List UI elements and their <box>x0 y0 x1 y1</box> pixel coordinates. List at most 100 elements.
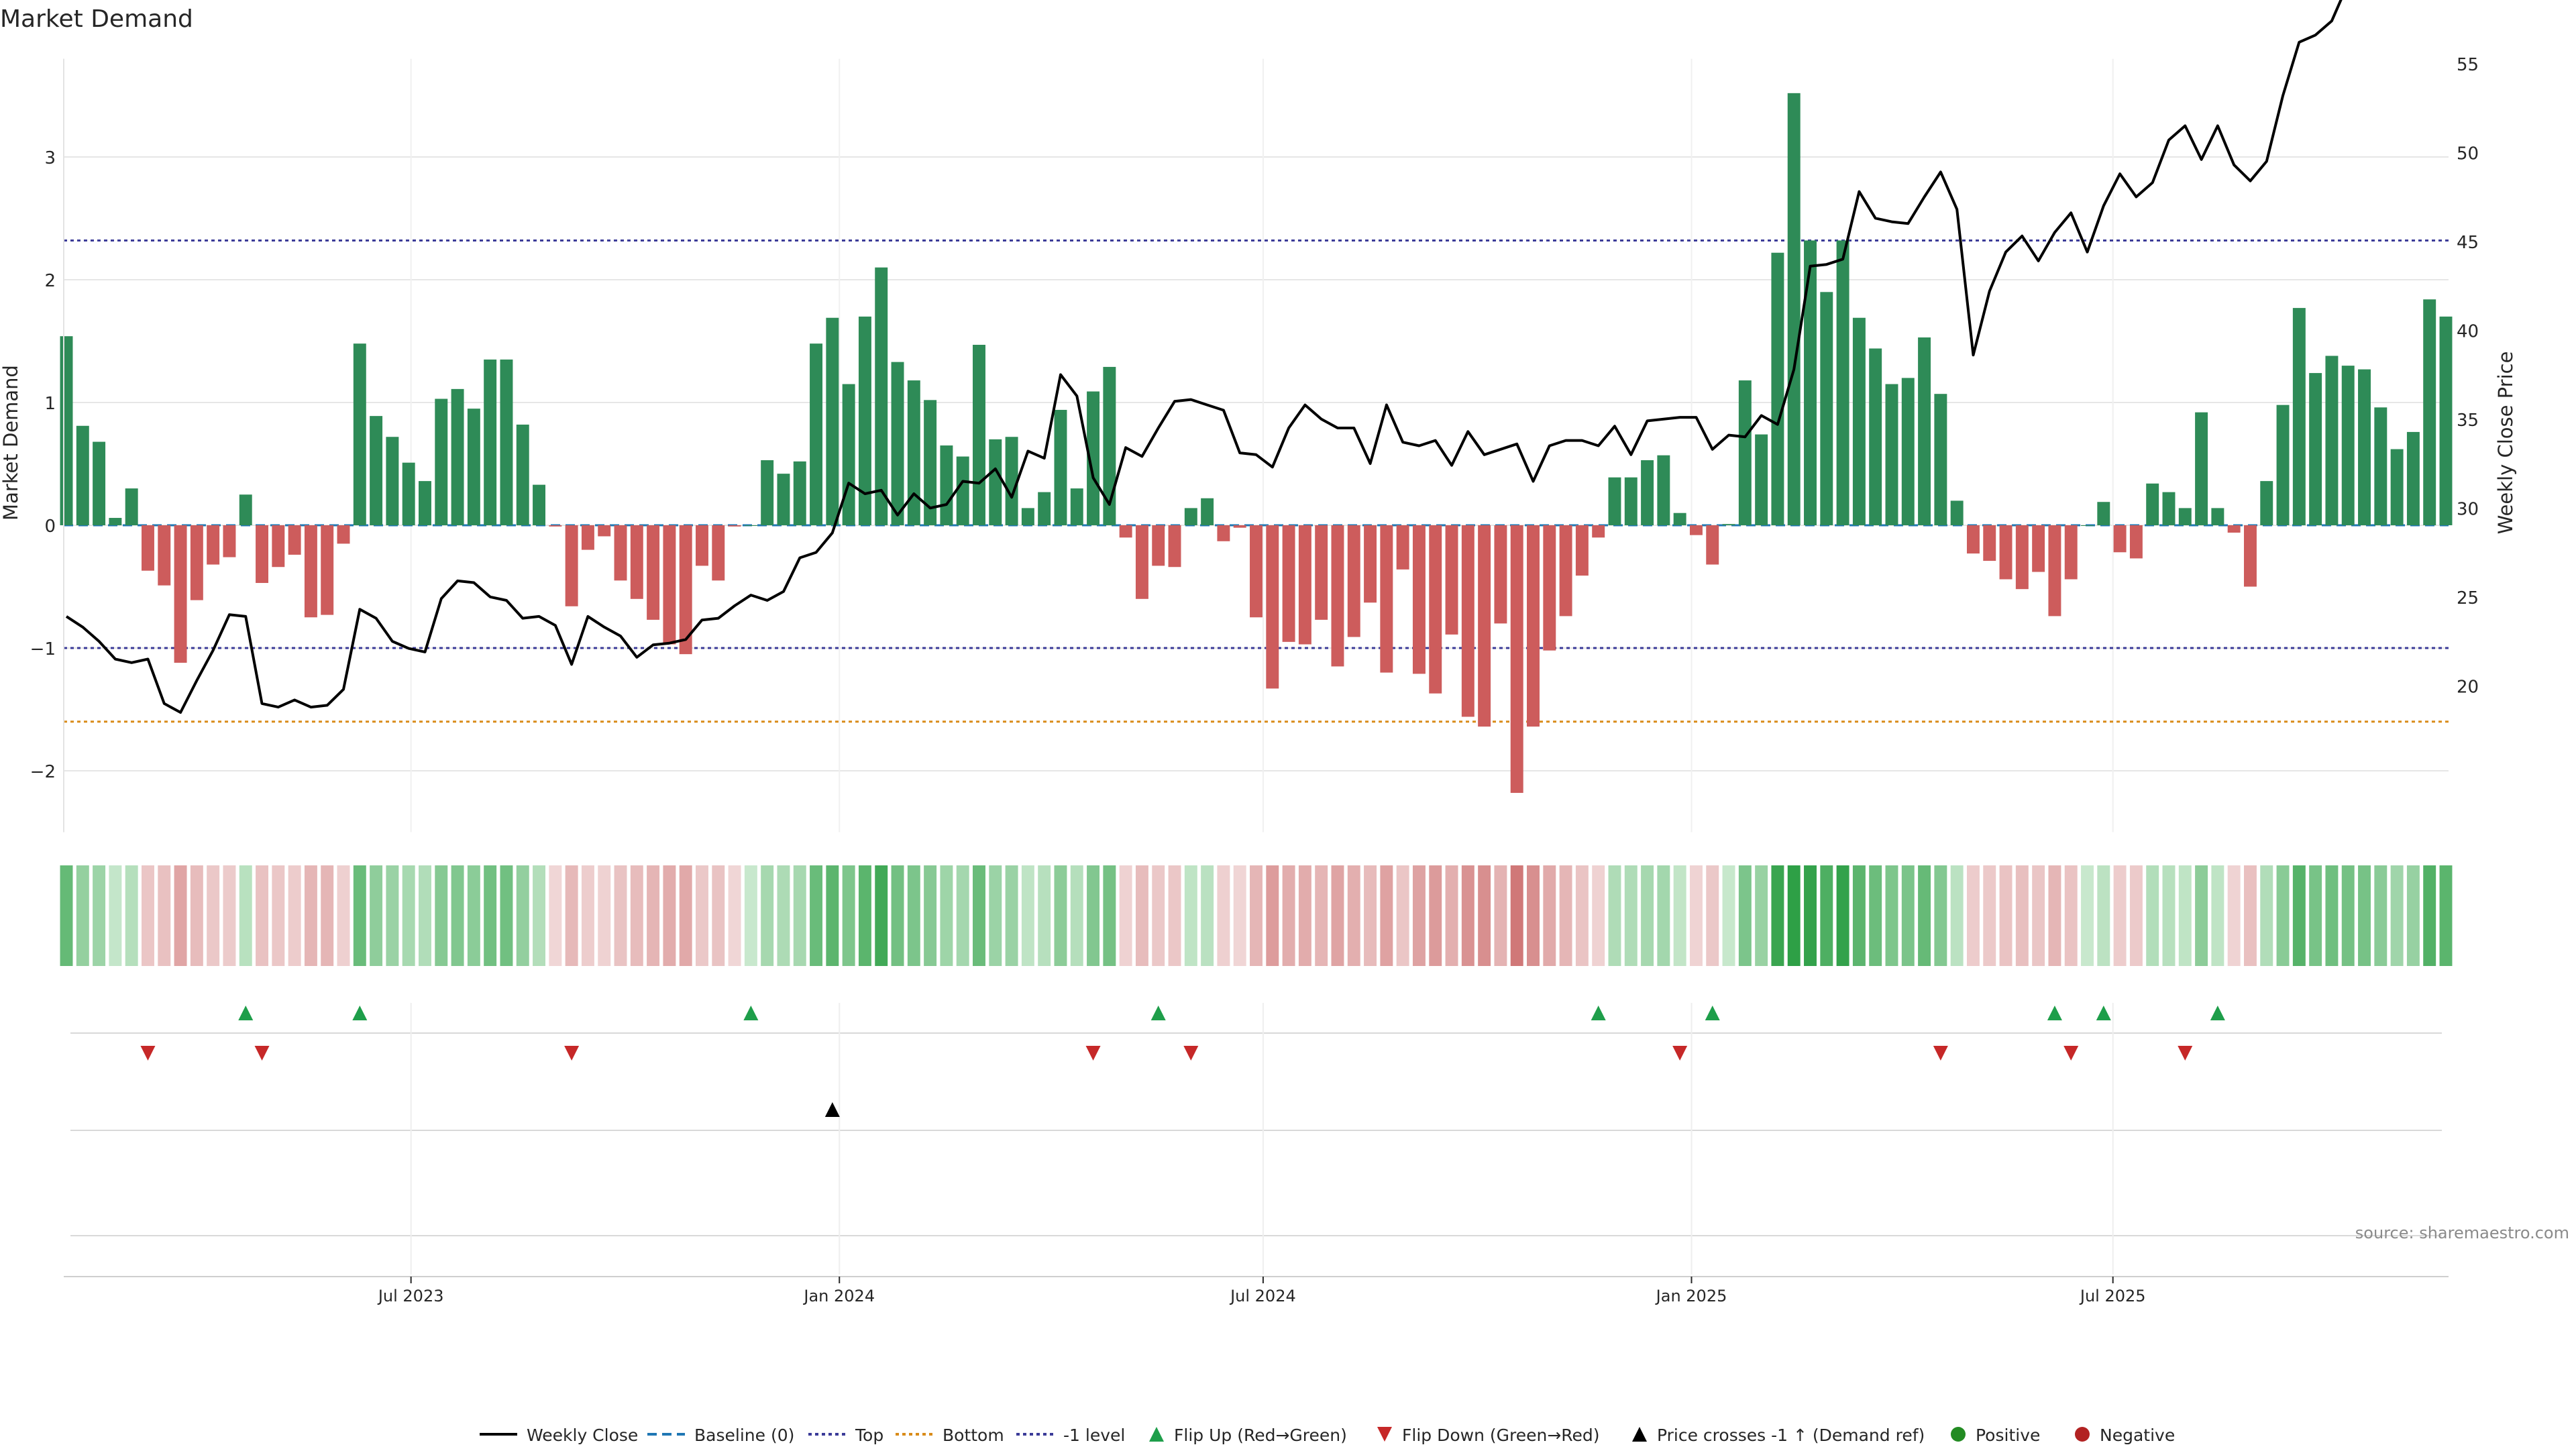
demand-bar <box>565 525 578 606</box>
heat-cell <box>2048 865 2061 966</box>
demand-bar <box>1347 525 1360 637</box>
demand-bar <box>207 525 220 565</box>
heat-cell <box>1673 865 1686 966</box>
heat-cell <box>190 865 203 966</box>
flip-down-marker <box>2063 1046 2079 1061</box>
heat-cell <box>712 865 725 966</box>
demand-bar <box>1005 437 1018 525</box>
heat-cell <box>239 865 252 966</box>
heat-cell <box>549 865 562 966</box>
heat-cell <box>630 865 643 966</box>
demand-bar <box>1787 93 1801 526</box>
heat-cell <box>337 865 350 966</box>
heat-cell <box>1347 865 1360 966</box>
x-tick-label: Jan 2025 <box>1655 1287 1727 1305</box>
heat-cell <box>2032 865 2045 966</box>
demand-bar <box>875 267 888 525</box>
heat-cell <box>451 865 464 966</box>
demand-bar <box>1592 525 1605 538</box>
right-tick-label: 20 <box>2457 677 2479 697</box>
heat-cell <box>2406 865 2420 966</box>
grid-lines <box>64 58 2449 833</box>
heat-cell <box>1429 865 1442 966</box>
demand-bar <box>256 525 269 584</box>
demand-bar <box>810 343 823 525</box>
heat-cell <box>1331 865 1344 966</box>
demand-heat-strip <box>60 865 2453 966</box>
demand-bar <box>598 525 611 537</box>
heat-cell <box>1184 865 1197 966</box>
heat-cell <box>370 865 383 966</box>
heat-cell <box>647 865 660 966</box>
demand-bar <box>2195 412 2208 525</box>
demand-bar <box>370 416 383 525</box>
heat-cell <box>1478 865 1491 966</box>
demand-bar <box>679 525 692 655</box>
heat-cell <box>1103 865 1116 966</box>
demand-bar <box>190 525 203 600</box>
demand-bar <box>1087 391 1100 525</box>
demand-bar <box>2113 525 2127 553</box>
demand-bar <box>712 525 725 581</box>
demand-bar <box>777 474 790 525</box>
demand-bar <box>2309 373 2322 525</box>
heat-cell <box>1869 865 1882 966</box>
demand-bar <box>2276 405 2290 525</box>
demand-bar <box>1445 525 1458 635</box>
demand-bar <box>1054 409 1067 525</box>
right-tick-label: 40 <box>2457 321 2479 341</box>
x-tick-label: Jan 2024 <box>802 1287 875 1305</box>
demand-bar <box>1266 525 1279 689</box>
demand-bar <box>1885 384 1898 525</box>
demand-bar <box>2292 308 2306 525</box>
demand-bar <box>1412 525 1426 674</box>
heat-cell <box>2015 865 2029 966</box>
flip-down-marker <box>2178 1046 2193 1061</box>
legend-label: Flip Down (Green→Red) <box>1402 1426 1600 1445</box>
heat-cell <box>1804 865 1817 966</box>
heat-cell <box>1934 865 1947 966</box>
left-tick-label: 2 <box>44 271 56 291</box>
demand-bar <box>2439 316 2453 525</box>
heat-cell <box>2325 865 2339 966</box>
heat-cell <box>2292 865 2306 966</box>
demand-bar <box>2227 525 2241 533</box>
demand-bar <box>1771 252 1784 525</box>
heat-cell <box>2097 865 2110 966</box>
heat-cell <box>989 865 1002 966</box>
demand-bar <box>1722 524 1735 525</box>
heat-cell <box>696 865 708 966</box>
heat-cell <box>1592 865 1605 966</box>
heat-cell <box>1201 865 1214 966</box>
demand-bar <box>1315 525 1328 620</box>
heat-cell <box>940 865 953 966</box>
heat-cell <box>1396 865 1409 966</box>
demand-bar <box>1999 525 2012 580</box>
heat-cell <box>141 865 154 966</box>
heat-cell <box>810 865 823 966</box>
heat-cell <box>2211 865 2224 966</box>
heat-cell <box>1787 865 1801 966</box>
flip-down-marker <box>140 1046 156 1061</box>
demand-bar <box>1201 498 1214 525</box>
left-axis-label: Market Demand <box>0 365 22 521</box>
demand-bar <box>744 525 757 526</box>
demand-bar <box>500 359 513 525</box>
demand-bar <box>467 409 480 525</box>
demand-bar <box>1706 525 1719 565</box>
demand-bar <box>1950 500 1964 525</box>
heat-cell <box>1298 865 1311 966</box>
heat-cell <box>1527 865 1540 966</box>
heat-cell <box>1689 865 1703 966</box>
demand-bar <box>1510 525 1523 793</box>
demand-bar <box>2064 525 2078 580</box>
heat-cell <box>1983 865 1996 966</box>
heat-cell <box>516 865 529 966</box>
x-tick-label: Jul 2025 <box>2079 1287 2146 1305</box>
heat-cell <box>744 865 757 966</box>
heat-cell <box>1119 865 1132 966</box>
demand-bar <box>402 462 415 525</box>
demand-bar <box>614 525 627 581</box>
heat-cell <box>174 865 187 966</box>
